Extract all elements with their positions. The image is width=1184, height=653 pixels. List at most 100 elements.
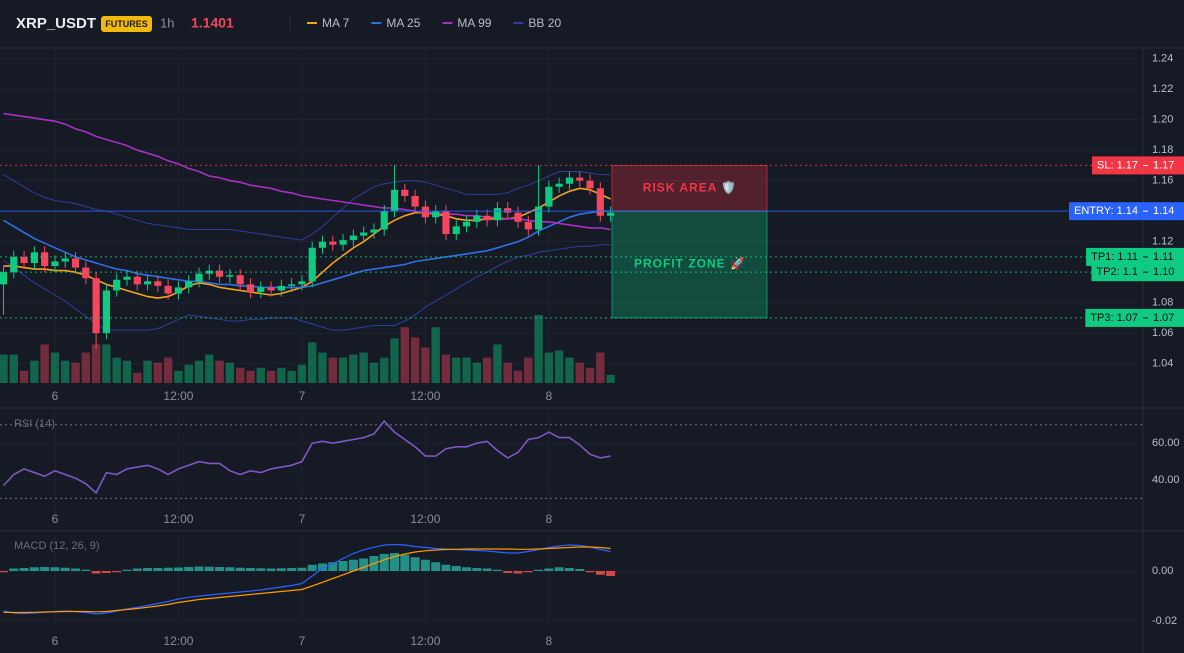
x-tick-label: 12:00 [163, 634, 193, 648]
x-tick-label: 8 [546, 634, 553, 648]
volume-bar [524, 357, 533, 383]
legend-label: MA 99 [457, 16, 491, 30]
volume-bar [565, 357, 574, 383]
candle-body [339, 240, 347, 245]
histogram-bar [91, 571, 101, 574]
histogram-bar [492, 569, 502, 571]
x-tick-label: 7 [299, 512, 306, 526]
x-tick-label: 12:00 [163, 389, 193, 403]
volume-bar [596, 352, 605, 383]
x-tick-label: 12:00 [410, 512, 440, 526]
volume-bar [513, 370, 523, 383]
volume-bar [575, 362, 584, 383]
histogram-bar [132, 568, 142, 571]
candle-body [10, 256, 18, 273]
candle-body [41, 252, 49, 267]
histogram-bar [554, 567, 564, 571]
x-tick-label: 7 [299, 634, 306, 648]
level-value: 1.17 [1153, 159, 1174, 171]
last-price: 1.1401 [191, 15, 234, 31]
candle-body [143, 281, 152, 285]
volume-bar [287, 370, 296, 383]
badge-bg [101, 16, 152, 32]
level-label-bg [1092, 156, 1184, 175]
level-value: 1.10 [1153, 266, 1174, 278]
volume-bar [482, 357, 492, 383]
histogram-bar [359, 558, 369, 571]
candle-body [154, 281, 162, 286]
histogram-bar [595, 571, 605, 575]
candle-body [246, 284, 255, 292]
histogram-bar [173, 567, 183, 571]
level-name: TP2: 1.1 [1096, 266, 1138, 278]
candle-body [483, 215, 491, 221]
histogram-bar [40, 567, 50, 571]
volume-bar [534, 315, 543, 383]
candle-body [257, 287, 265, 292]
histogram-bar [379, 554, 389, 571]
candle-body [308, 247, 316, 282]
volume-bar [390, 338, 399, 383]
volume-bar [493, 344, 502, 383]
histogram-bar [431, 562, 441, 571]
histogram-bar [204, 566, 214, 571]
histogram-bar [194, 566, 204, 571]
histogram-bar [338, 561, 348, 571]
candle-body [452, 226, 460, 235]
volume-bar [174, 370, 183, 383]
volume-bar [328, 357, 337, 383]
volume-bar [554, 350, 564, 383]
histogram-bar [143, 568, 153, 571]
x-tick-label: 6 [52, 512, 59, 526]
candle-body [61, 258, 69, 262]
histogram-bar [0, 571, 8, 573]
volume-bar [369, 362, 379, 383]
candle-body [493, 208, 502, 221]
histogram-bar [564, 568, 574, 571]
y-tick-label: 0.00 [1152, 565, 1173, 577]
candle-body [370, 229, 378, 233]
histogram-bar [400, 554, 410, 571]
histogram-bar [184, 567, 194, 571]
volume-bar [9, 354, 18, 383]
volume-bar [256, 367, 265, 383]
level-name: ENTRY: 1.14 [1074, 205, 1138, 217]
candle-body [267, 287, 275, 291]
zone-label: PROFIT ZONE 🚀 [634, 257, 746, 271]
level-label-bg [1091, 263, 1184, 282]
volume-bar [441, 354, 451, 383]
histogram-bar [451, 566, 461, 571]
level-label-bg [1086, 247, 1184, 266]
histogram-bar [503, 571, 513, 573]
volume-bar [606, 374, 615, 383]
histogram-bar [482, 568, 492, 571]
x-tick-label: 12:00 [410, 389, 440, 403]
y-tick-label: 1.24 [1152, 53, 1173, 65]
symbol: XRP_USDT [16, 15, 96, 32]
histogram-bar [235, 567, 245, 571]
volume-bar [122, 360, 132, 383]
volume-bar [297, 364, 307, 383]
candle-body [30, 252, 38, 264]
volume-bar [91, 344, 101, 383]
histogram-bar [328, 562, 338, 571]
candle-body [277, 285, 285, 291]
volume-bar [431, 327, 440, 383]
histogram-bar [307, 564, 317, 571]
candle-body [607, 212, 615, 216]
volume-bar [308, 342, 317, 383]
legend-label: MA 25 [386, 16, 420, 30]
candle-body [442, 211, 450, 235]
y-tick-label: 60.00 [1152, 437, 1180, 449]
volume-bar [338, 357, 348, 383]
candle-body [534, 206, 543, 230]
histogram-bar [390, 553, 400, 571]
zone [611, 164, 768, 212]
histogram-bar [29, 567, 39, 571]
candle-body [360, 232, 368, 236]
candle-body [390, 189, 399, 212]
candle-body [432, 211, 440, 218]
candle-body [318, 241, 327, 248]
volume-bar [359, 352, 368, 383]
candle-body [504, 208, 512, 213]
